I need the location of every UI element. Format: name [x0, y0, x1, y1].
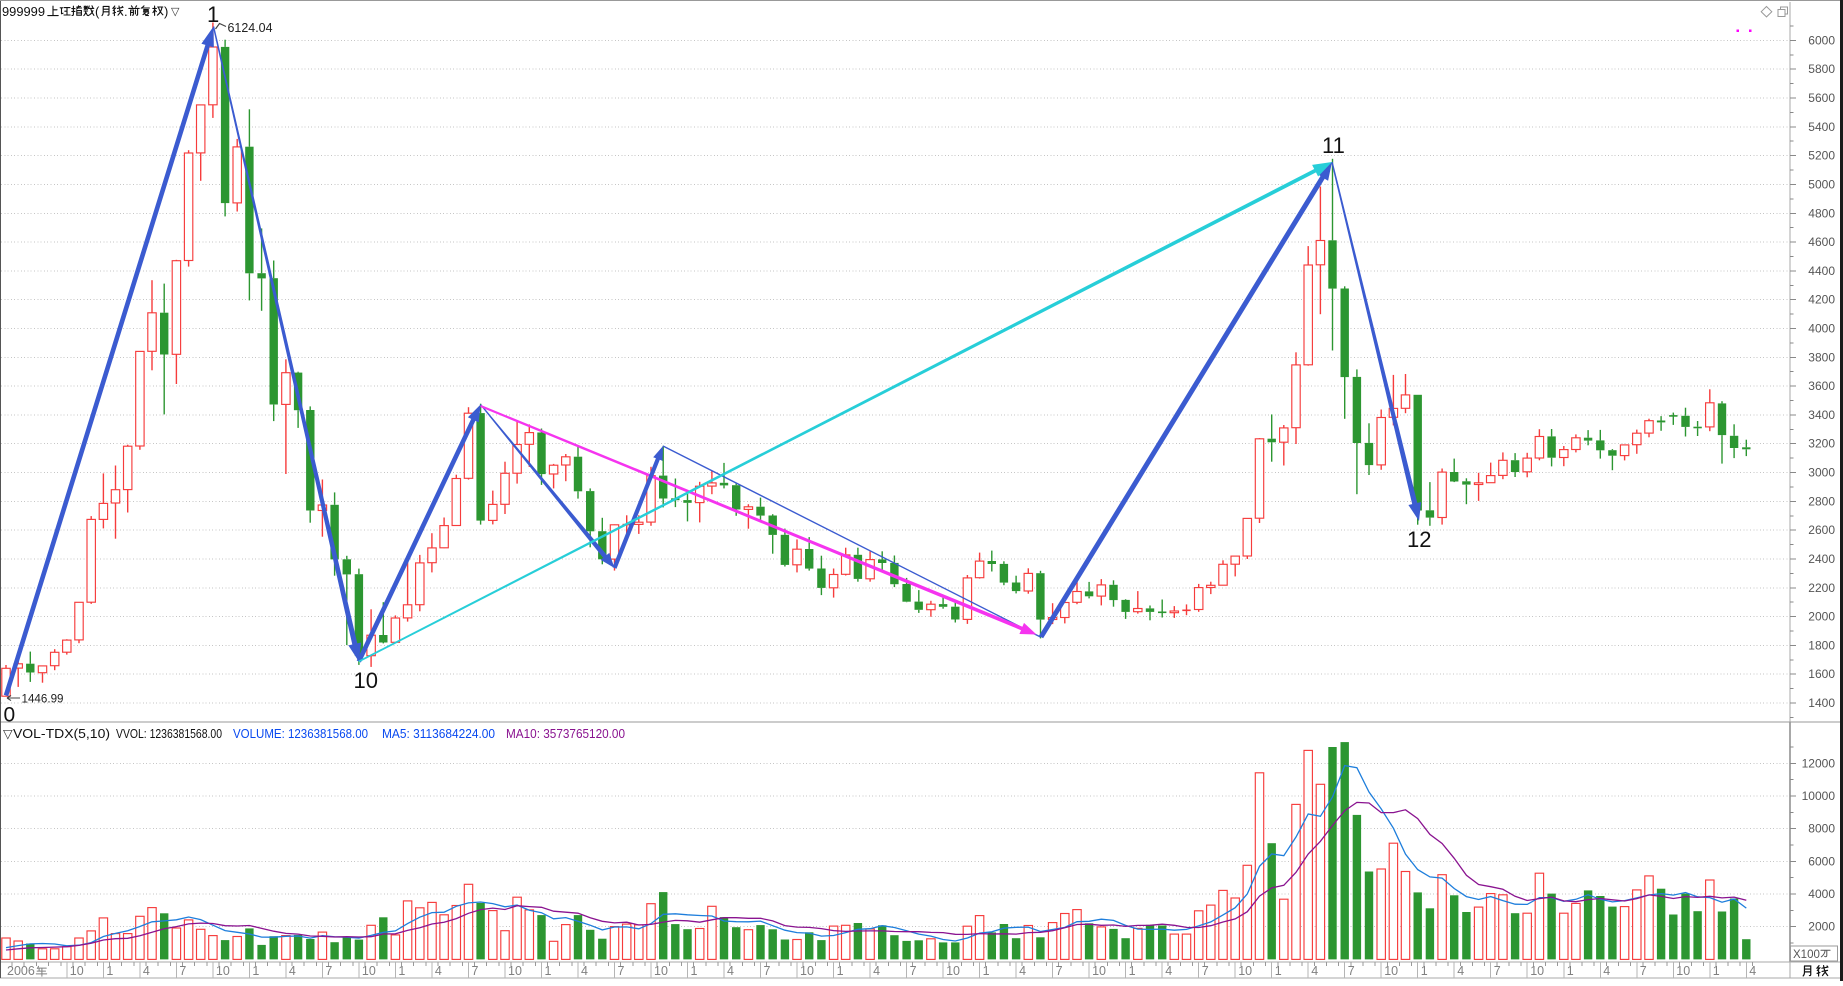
svg-text:4: 4: [581, 964, 588, 978]
svg-text:1: 1: [1713, 964, 1720, 978]
svg-text:1: 1: [1275, 964, 1282, 978]
svg-text:4: 4: [1165, 964, 1172, 978]
svg-text:8000: 8000: [1808, 822, 1835, 836]
svg-text:3000: 3000: [1808, 466, 1835, 480]
svg-text:7: 7: [1056, 964, 1063, 978]
svg-text:▽: ▽: [171, 6, 180, 18]
svg-text:3200: 3200: [1808, 437, 1835, 451]
svg-text:2200: 2200: [1808, 581, 1835, 595]
svg-text:1400: 1400: [1808, 696, 1835, 710]
svg-text:4000: 4000: [1808, 322, 1835, 336]
svg-text:MA10: 3573765120.00: MA10: 3573765120.00: [506, 727, 625, 741]
svg-text:1: 1: [837, 964, 844, 978]
svg-text:1: 1: [207, 2, 219, 27]
svg-text:7: 7: [764, 964, 771, 978]
svg-text:10: 10: [216, 964, 230, 978]
svg-text:): ): [164, 4, 168, 19]
svg-text:1: 1: [1129, 964, 1136, 978]
svg-text:10: 10: [654, 964, 668, 978]
svg-text:7: 7: [618, 964, 625, 978]
svg-text:4: 4: [143, 964, 150, 978]
svg-text:4000: 4000: [1808, 887, 1835, 901]
svg-text:.: .: [124, 4, 128, 19]
svg-text:2600: 2600: [1808, 523, 1835, 537]
svg-text:12000: 12000: [1802, 756, 1836, 770]
svg-text:10: 10: [946, 964, 960, 978]
svg-text:4: 4: [1603, 964, 1610, 978]
svg-text:VVOL: 1236381568.00: VVOL: 1236381568.00: [116, 727, 222, 741]
svg-text:2006: 2006: [7, 964, 35, 978]
svg-text:1: 1: [1567, 964, 1574, 978]
svg-text:10: 10: [354, 668, 378, 693]
svg-text:3600: 3600: [1808, 379, 1835, 393]
svg-text:4: 4: [873, 964, 880, 978]
svg-text:4: 4: [1019, 964, 1026, 978]
svg-text:1: 1: [691, 964, 698, 978]
svg-text:5400: 5400: [1808, 120, 1835, 134]
svg-text:1600: 1600: [1808, 667, 1835, 681]
svg-text:2000: 2000: [1808, 610, 1835, 624]
svg-text:VOL-TDX(5,10): VOL-TDX(5,10): [13, 727, 110, 741]
svg-text:VOLUME: 1236381568.00: VOLUME: 1236381568.00: [233, 727, 368, 741]
svg-text:4: 4: [289, 964, 296, 978]
svg-text:999999: 999999: [2, 4, 45, 19]
svg-text:10: 10: [362, 964, 376, 978]
svg-text:7: 7: [1494, 964, 1501, 978]
svg-text:7: 7: [910, 964, 917, 978]
svg-text:10: 10: [508, 964, 522, 978]
svg-text:1: 1: [252, 964, 259, 978]
svg-text:7: 7: [325, 964, 332, 978]
svg-text:4: 4: [435, 964, 442, 978]
svg-text:1: 1: [983, 964, 990, 978]
svg-text:1446.99: 1446.99: [22, 694, 64, 706]
svg-text:5000: 5000: [1808, 178, 1835, 192]
svg-text:6124.04: 6124.04: [228, 21, 273, 35]
svg-text:10: 10: [1384, 964, 1398, 978]
svg-text:3400: 3400: [1808, 408, 1835, 422]
svg-text:4: 4: [1311, 964, 1318, 978]
svg-text:5600: 5600: [1808, 91, 1835, 105]
svg-text:6000: 6000: [1808, 854, 1835, 868]
svg-text:10: 10: [800, 964, 814, 978]
svg-text:7: 7: [472, 964, 479, 978]
svg-text:4400: 4400: [1808, 264, 1835, 278]
svg-text:10: 10: [70, 964, 84, 978]
svg-text:0: 0: [4, 704, 16, 727]
svg-text:4: 4: [727, 964, 734, 978]
svg-text:▽: ▽: [3, 727, 13, 741]
svg-text:2000: 2000: [1808, 920, 1835, 934]
svg-text:12: 12: [1407, 527, 1431, 552]
svg-text:1: 1: [1421, 964, 1428, 978]
svg-text:10000: 10000: [1802, 789, 1836, 803]
svg-text:MA5: 3113684224.00: MA5: 3113684224.00: [382, 727, 495, 741]
svg-text:1: 1: [106, 964, 113, 978]
svg-text:7: 7: [1202, 964, 1209, 978]
svg-text:7: 7: [1640, 964, 1647, 978]
svg-text:4: 4: [1749, 964, 1756, 978]
svg-text:1: 1: [398, 964, 405, 978]
svg-text:(: (: [95, 4, 100, 19]
svg-text:11: 11: [1322, 133, 1345, 158]
svg-text:5800: 5800: [1808, 62, 1835, 76]
svg-text:7: 7: [179, 964, 186, 978]
svg-text:4: 4: [1457, 964, 1464, 978]
svg-text:1: 1: [545, 964, 552, 978]
svg-text:10: 10: [1238, 964, 1252, 978]
svg-text:4200: 4200: [1808, 293, 1835, 307]
svg-text:2800: 2800: [1808, 494, 1835, 508]
svg-text:4600: 4600: [1808, 235, 1835, 249]
svg-text:10: 10: [1530, 964, 1544, 978]
svg-text:7: 7: [1348, 964, 1355, 978]
svg-text:6000: 6000: [1808, 33, 1835, 47]
svg-text:2400: 2400: [1808, 552, 1835, 566]
svg-text:1800: 1800: [1808, 638, 1835, 652]
svg-text:3800: 3800: [1808, 350, 1835, 364]
svg-text:4800: 4800: [1808, 206, 1835, 220]
svg-text:10: 10: [1676, 964, 1690, 978]
svg-text:5200: 5200: [1808, 149, 1835, 163]
svg-text:10: 10: [1092, 964, 1106, 978]
svg-text:X100: X100: [1793, 949, 1820, 961]
